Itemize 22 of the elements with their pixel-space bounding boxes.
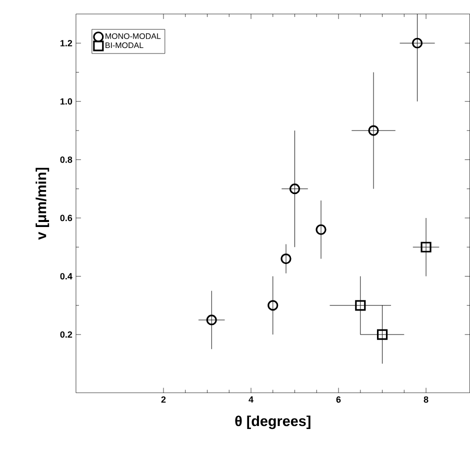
y-tick-label: 1.2 xyxy=(60,40,72,46)
y-tick-label: 1.0 xyxy=(60,98,72,105)
x-tick-label: 6 xyxy=(336,396,341,403)
x-tick-label: 4 xyxy=(248,396,254,403)
point xyxy=(316,224,326,236)
point xyxy=(376,329,388,340)
point xyxy=(420,242,432,253)
point xyxy=(412,38,423,49)
point xyxy=(206,314,217,326)
point xyxy=(268,300,278,311)
point xyxy=(355,300,366,311)
point xyxy=(280,254,292,264)
point xyxy=(368,125,379,136)
y-tick-label: 0.2 xyxy=(60,331,72,338)
y-tick-label: 0.6 xyxy=(60,214,72,222)
y-tick-label: 0.8 xyxy=(60,156,72,163)
x-tick-label: 2 xyxy=(161,396,166,403)
x-axis-title: θ [degrees] xyxy=(235,416,310,430)
y-axis-title: v [μm/min] xyxy=(36,168,50,240)
x-tick-label: 8 xyxy=(424,396,428,403)
y-tick-label: 0.4 xyxy=(60,273,72,280)
point xyxy=(289,184,300,194)
